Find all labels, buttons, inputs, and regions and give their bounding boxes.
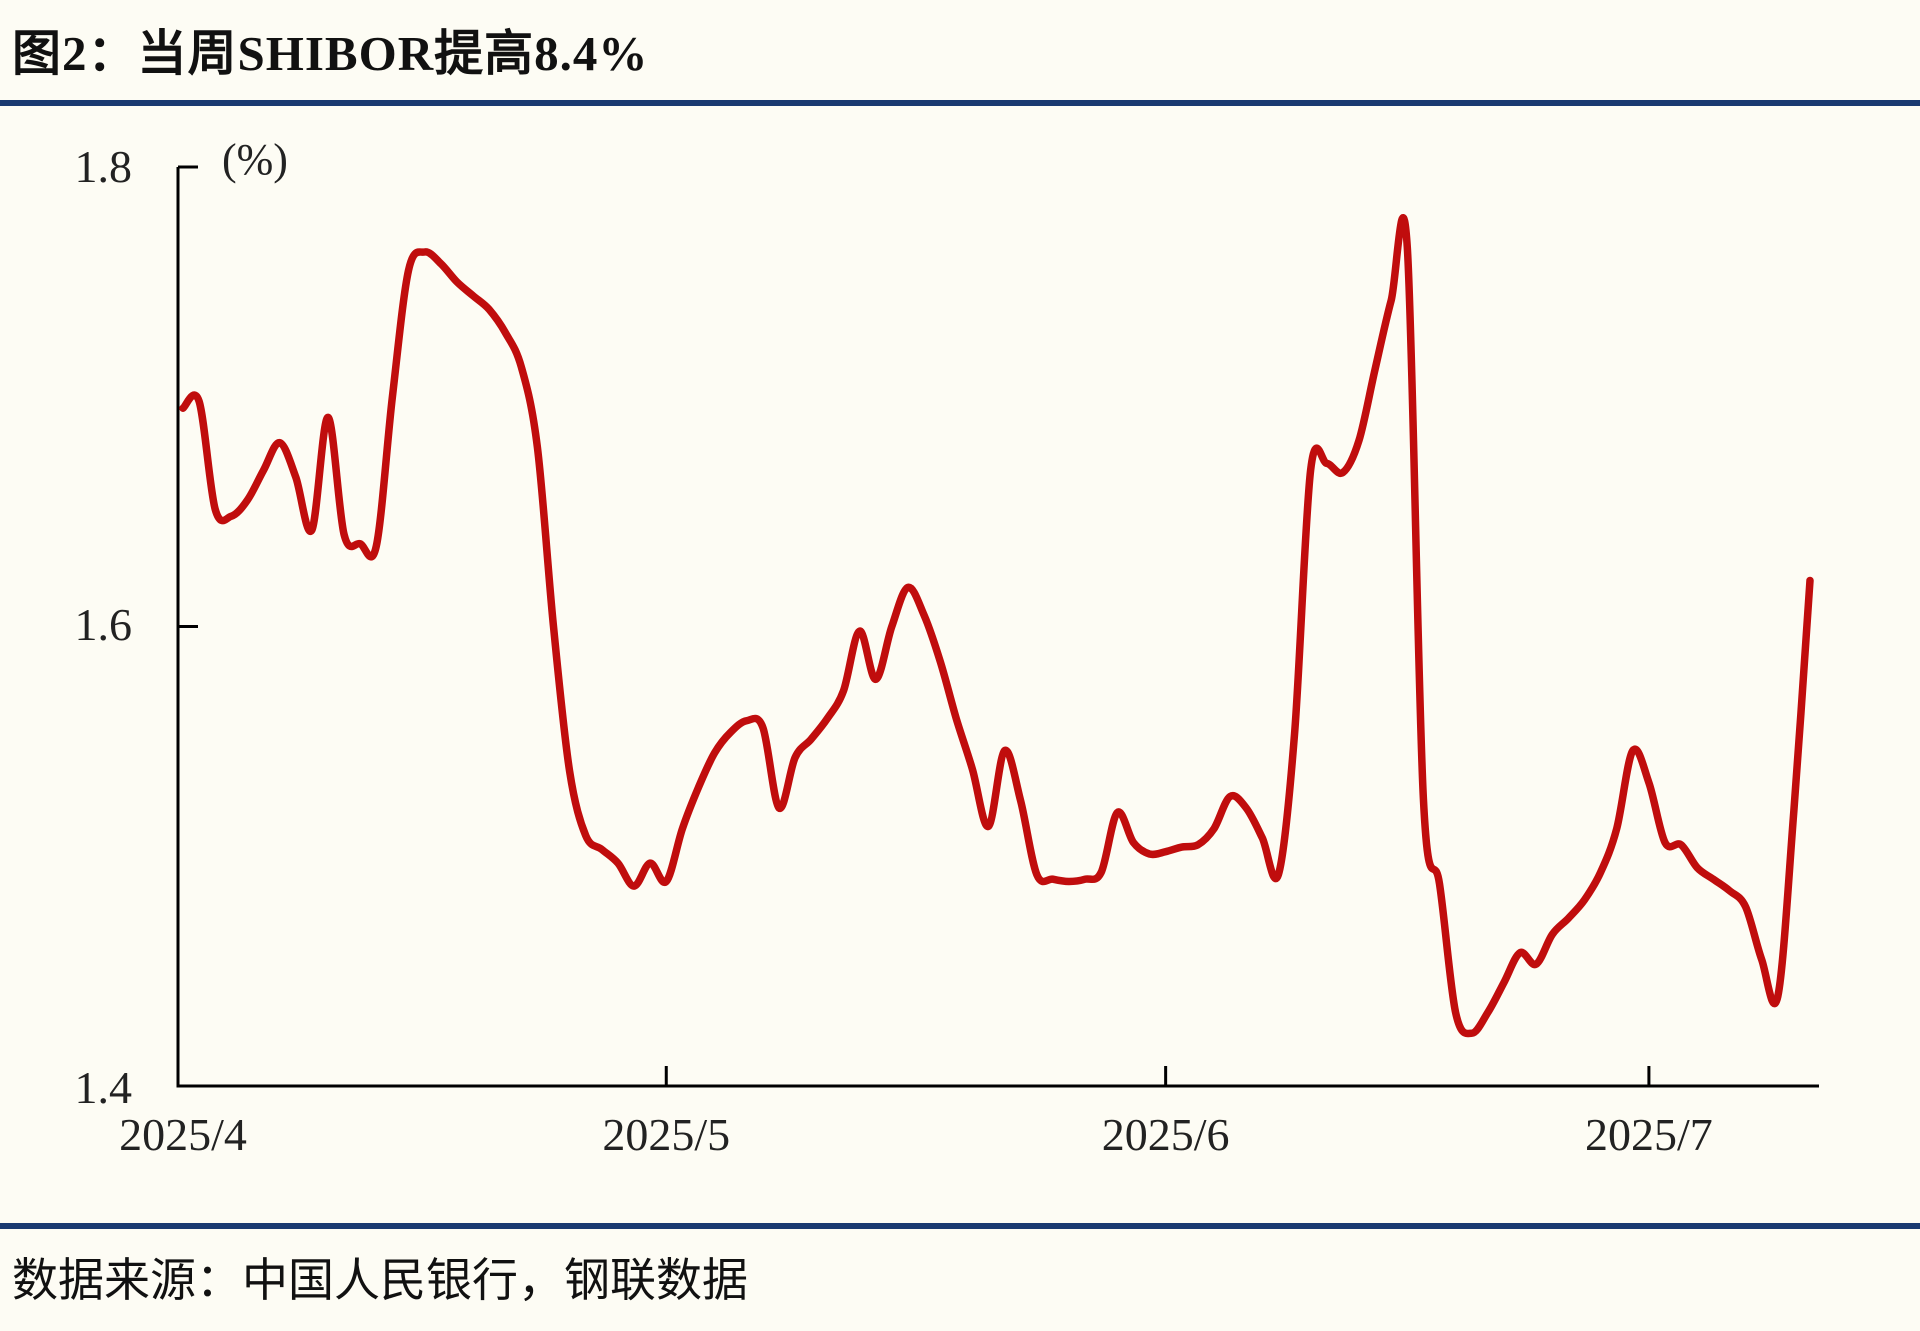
x-tick-label-2025-6: 2025/6 bbox=[1101, 1109, 1230, 1160]
shibor-line-chart: 1.8 1.6 1.4 (%) 2025/4 2025/5 2025/6 202… bbox=[0, 106, 1920, 1223]
figure-title: 图2：当周SHIBOR提高8.4% bbox=[12, 26, 649, 81]
y-axis-unit-label: (%) bbox=[222, 135, 288, 184]
x-tick-label-2025-7: 2025/7 bbox=[1585, 1109, 1713, 1160]
axis-tick-marks bbox=[178, 165, 1651, 1086]
data-source-note: 数据来源：中国人民银行，钢联数据 bbox=[12, 1255, 748, 1306]
axis-lines bbox=[176, 167, 1819, 1088]
y-tick-label-1-6: 1.6 bbox=[74, 599, 133, 650]
x-tick-label-2025-4: 2025/4 bbox=[119, 1109, 247, 1160]
x-tick-label-2025-5: 2025/5 bbox=[602, 1109, 731, 1160]
bottom-divider bbox=[0, 1223, 1920, 1229]
top-divider bbox=[0, 100, 1920, 106]
y-tick-label-1-8: 1.8 bbox=[74, 141, 133, 192]
y-tick-label-1-4: 1.4 bbox=[74, 1062, 133, 1113]
chart-canvas bbox=[176, 165, 1819, 1088]
shibor-series-line bbox=[179, 214, 1814, 1038]
